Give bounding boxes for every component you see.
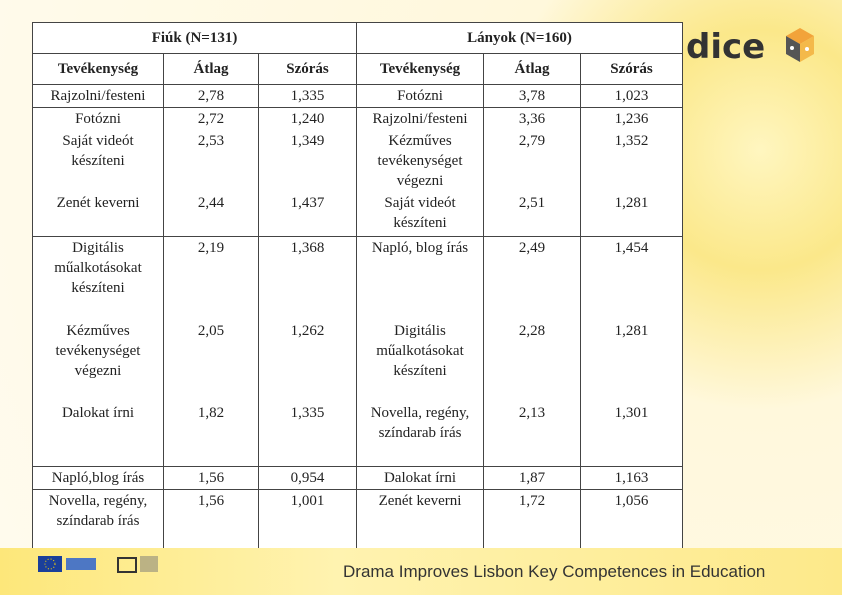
table-row: Rajzolni/festeni 2,78 1,335 Fotózni 3,78 1,02… [32,84,684,108]
number-cell: 2,79 [483,130,582,192]
activity-cell: Zenét keverni [356,488,485,555]
number-cell: 1,236 [580,107,684,130]
activity-cell: Digitális műalkotásokat készíteni [356,320,485,402]
number-cell: 1,023 [580,84,684,108]
number-cell: 2,13 [483,402,582,466]
number-cell: 2,72 [163,107,259,130]
group-header: Lányok (N=160) [356,22,684,54]
activity-cell: Digitális műalkotásokat készíteni [32,235,164,320]
table-row: Saját videót készíteni 2,53 1,349 Kézműves … [32,130,684,192]
activity-cell: Zenét keverni [32,192,164,236]
table-row: Novella, regény, színdarab írás 1,56 1,001… [32,488,684,555]
number-cell: 1,001 [257,488,358,555]
number-cell: 1,437 [257,192,358,236]
number-cell: 2,44 [163,192,259,236]
column-header: Átlag [163,53,259,85]
number-cell: 1,301 [580,402,684,466]
number-cell: 1,349 [257,130,358,192]
table-row: Kézműves tevékenységet végezni 2,05 1,262 D… [32,320,684,402]
table-row: Digitális műalkotásokat készíteni 2,19 1,3… [32,235,684,320]
table-row: Zenét keverni 2,44 1,437 Saját videót készí… [32,192,684,236]
number-cell: 1,262 [257,320,358,402]
number-cell: 1,454 [580,235,684,320]
number-cell: 2,28 [483,320,582,402]
activity-cell: Kézműves tevékenységet végezni [356,130,485,192]
activity-cell: Napló,blog írás [32,465,164,489]
column-header: Szórás [580,53,684,85]
footer-bar: Drama Improves Lisbon Key Competences in… [0,548,842,595]
number-cell: 1,56 [163,488,259,555]
number-cell: 1,281 [580,192,684,236]
number-cell: 1,163 [580,465,684,489]
number-cell: 1,335 [257,402,358,466]
number-cell: 1,368 [257,235,358,320]
number-cell: 1,352 [580,130,684,192]
number-cell: 1,056 [580,488,684,555]
number-cell: 0,954 [257,465,358,489]
activity-cell: Kézműves tevékenységet végezni [32,320,164,402]
activity-cell: Fotózni [356,84,485,108]
number-cell: 2,49 [483,235,582,320]
activity-cell: Novella, regény, színdarab írás [356,402,485,466]
column-header: Szórás [257,53,358,85]
table-row: Napló,blog írás 1,56 0,954 Dalokat írni 1,87… [32,465,684,489]
number-cell: 3,36 [483,107,582,130]
dice-logo: dice [686,27,814,67]
number-cell: 1,72 [483,488,582,555]
column-header-row: Tevékenység Átlag Szórás Tevékenység Átlag Sz… [32,53,684,85]
activity-cell: Dalokat írni [32,402,164,466]
column-header: Átlag [483,53,582,85]
number-cell: 2,53 [163,130,259,192]
number-cell: 2,05 [163,320,259,402]
number-cell: 2,19 [163,235,259,320]
activity-cell: Dalokat írni [356,465,485,489]
column-header: Tevékenység [32,53,164,85]
table-row: Dalokat írni 1,82 1,335 Novella, regény, sz… [32,402,684,466]
activity-cell: Saját videót készíteni [356,192,485,236]
number-cell: 1,56 [163,465,259,489]
results-table: Fiúk (N=131) Lányok (N=160) Tevékenység Á… [31,22,684,555]
footer-text: Drama Improves Lisbon Key Competences in… [343,562,766,581]
activity-cell: Fotózni [32,107,164,130]
number-cell: 1,82 [163,402,259,466]
number-cell: 2,51 [483,192,582,236]
activity-cell: Napló, blog írás [356,235,485,320]
number-cell: 3,78 [483,84,582,108]
activity-cell: Novella, regény, színdarab írás [32,488,164,555]
partner-logos [38,556,158,573]
table-row: Fotózni 2,72 1,240 Rajzolni/festeni 3,36 1,23… [32,107,684,130]
number-cell: 1,87 [483,465,582,489]
number-cell: 1,335 [257,84,358,108]
number-cell: 1,240 [257,107,358,130]
group-header: Fiúk (N=131) [31,22,358,54]
activity-cell: Saját videót készíteni [32,130,164,192]
activity-cell: Rajzolni/festeni [32,84,164,108]
number-cell: 2,78 [163,84,259,108]
logo-text: dice [686,27,765,67]
number-cell: 1,281 [580,320,684,402]
activity-cell: Rajzolni/festeni [356,107,485,130]
column-header: Tevékenység [356,53,485,85]
